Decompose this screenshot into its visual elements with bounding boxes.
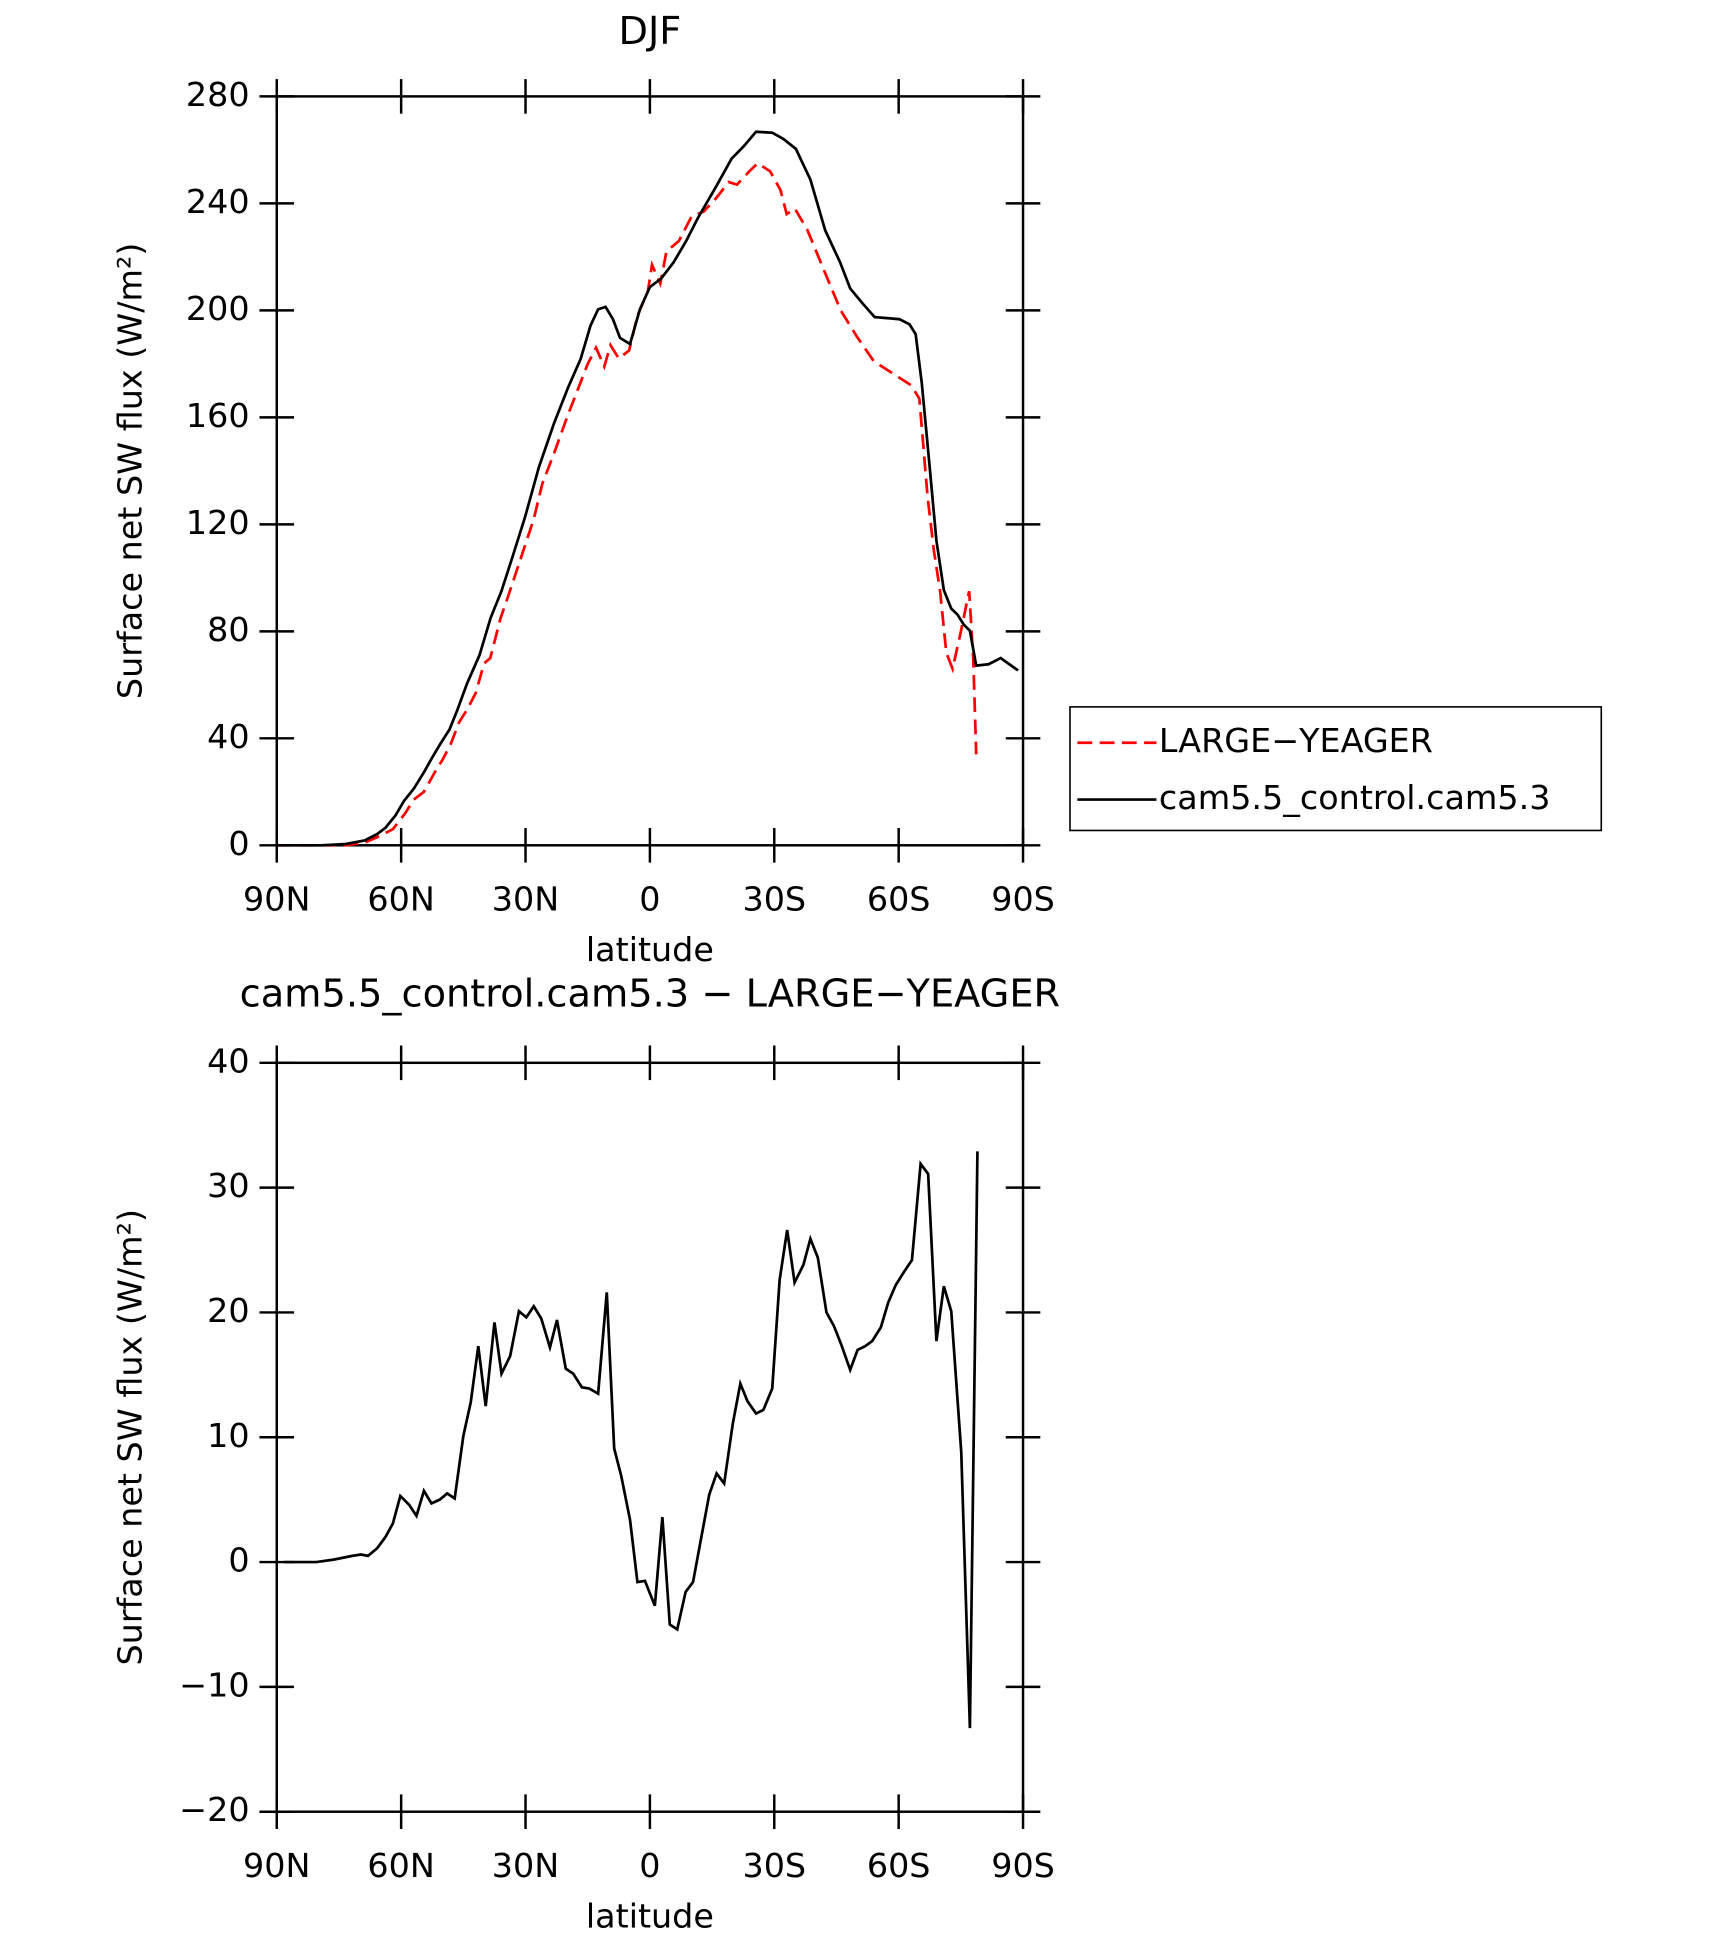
x-tick-label: 60S <box>867 1846 931 1885</box>
legend-box <box>1069 706 1603 832</box>
y-tick-label: 20 <box>207 1291 249 1330</box>
x-tick-label: 60S <box>867 879 931 918</box>
y-tick-label: 10 <box>207 1416 249 1455</box>
y-tick-label: −20 <box>179 1790 249 1829</box>
legend-label: LARGE−YEAGER <box>1159 721 1433 760</box>
x-axis-label: latitude <box>586 1896 714 1935</box>
y-tick-label: 240 <box>186 182 250 221</box>
y-tick-label: 160 <box>186 396 250 435</box>
data-line <box>284 1151 979 1729</box>
plot-frame <box>275 1061 1025 1813</box>
y-tick-label: 0 <box>228 824 249 863</box>
x-tick-label: 30N <box>492 879 559 918</box>
x-tick-label: 90N <box>243 879 310 918</box>
x-tick-label: 30S <box>742 1846 806 1885</box>
x-tick-label: 60N <box>367 879 434 918</box>
chart-title: DJF <box>618 9 681 54</box>
legend-label: cam5.5_control.cam5.3 <box>1159 778 1551 817</box>
y-tick-label: 30 <box>207 1166 249 1205</box>
y-tick-label: 280 <box>186 75 250 114</box>
y-axis-label: Surface net SW flux (W/m²) <box>111 1209 150 1665</box>
x-tick-label: 90N <box>243 1846 310 1885</box>
y-tick-label: 40 <box>207 1041 249 1080</box>
x-tick-label: 60N <box>367 1846 434 1885</box>
chart-title: cam5.5_control.cam5.3 − LARGE−YEAGER <box>240 972 1060 1017</box>
data-line <box>276 130 1019 847</box>
data-line <box>276 161 978 847</box>
plot-frame <box>275 95 1025 847</box>
y-tick-label: 40 <box>207 717 249 756</box>
x-tick-label: 0 <box>639 879 660 918</box>
x-axis-label: latitude <box>586 930 714 969</box>
x-tick-label: 0 <box>639 1846 660 1885</box>
y-tick-label: 0 <box>228 1541 249 1580</box>
x-tick-label: 90S <box>991 1846 1055 1885</box>
x-tick-label: 30N <box>492 1846 559 1885</box>
y-axis-label: Surface net SW flux (W/m²) <box>111 243 150 699</box>
x-tick-label: 90S <box>991 879 1055 918</box>
x-tick-label: 30S <box>742 879 806 918</box>
y-tick-label: −10 <box>179 1665 249 1704</box>
y-tick-label: 120 <box>186 503 250 542</box>
y-tick-label: 200 <box>186 289 250 328</box>
y-tick-label: 80 <box>207 610 249 649</box>
